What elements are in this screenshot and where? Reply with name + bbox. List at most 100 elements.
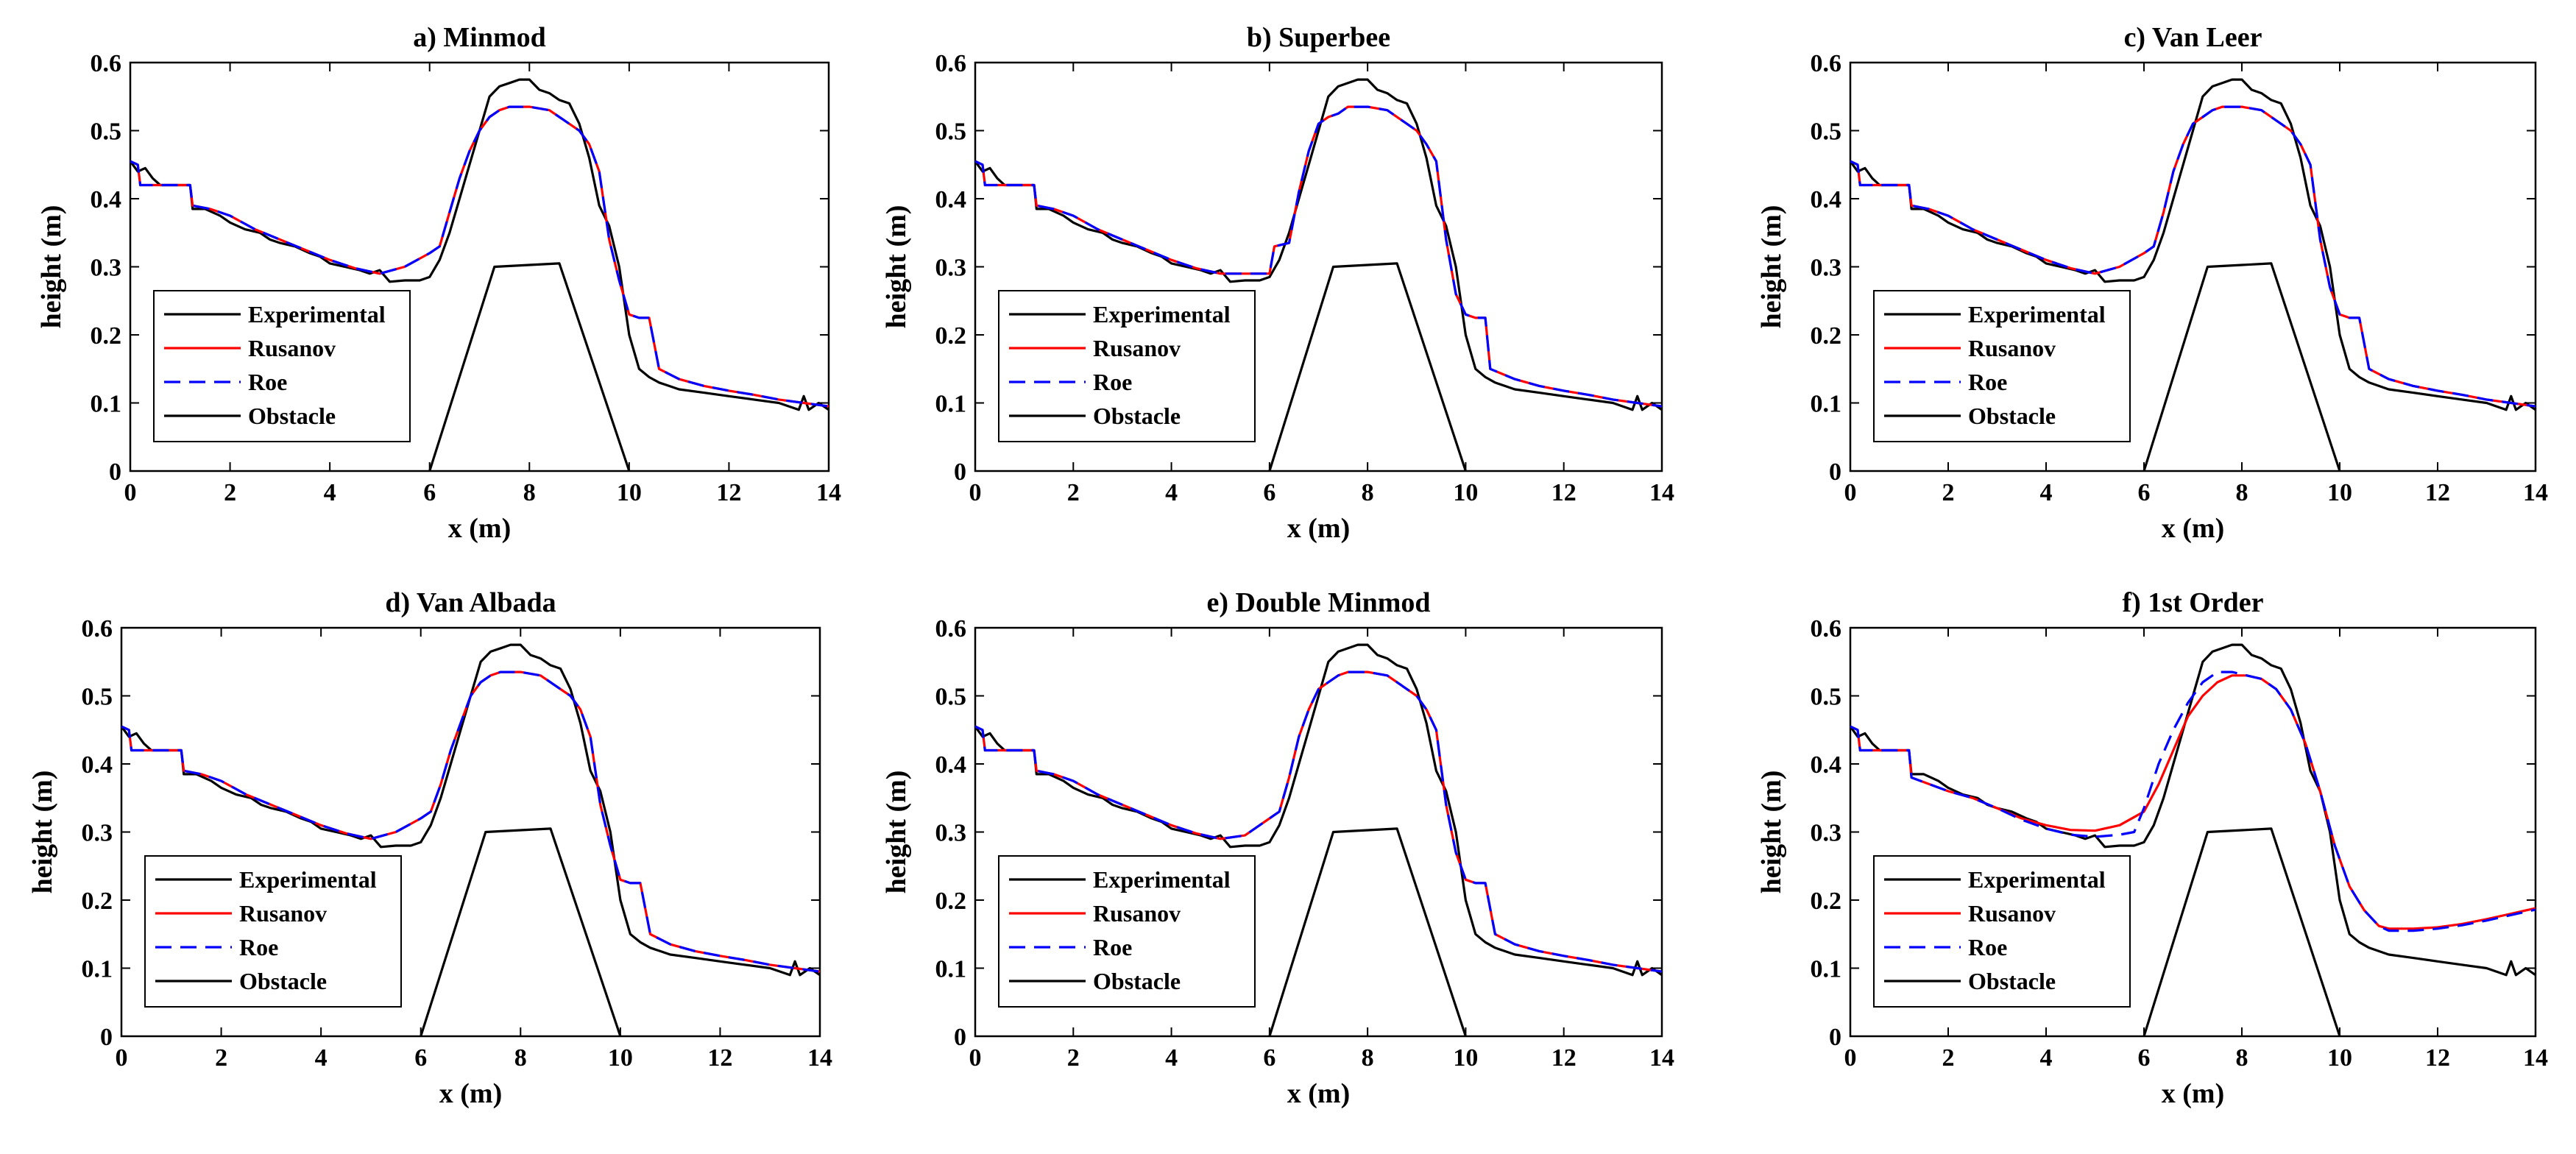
y-axis-label: height (m) [36, 205, 67, 329]
x-tick-label: 2 [224, 479, 236, 506]
series-obstacle [420, 827, 622, 1036]
series-rusanov [1850, 674, 2536, 930]
legend-label-obstacle: Obstacle [248, 403, 336, 429]
panel-4: 0 2 4 6 8 10 12 14 0 0.1 0.2 0.3 0.4 0.5 0.6 d) Van Alb… [27, 587, 832, 1109]
series-experimental [130, 78, 829, 411]
x-tick-label: 12 [707, 1044, 732, 1072]
legend-label-roe: Roe [239, 934, 278, 960]
x-tick-label: 4 [315, 1044, 328, 1072]
chart-title: b) Superbee [1247, 22, 1390, 53]
series-experimental [1850, 78, 2536, 411]
y-tick-label: 0.1 [1811, 391, 1842, 418]
chart-title: c) Van Leer [2124, 22, 2262, 53]
legend-label-rusanov: Rusanov [239, 900, 327, 927]
legend: Experimental Rusanov Roe Obstacle [1873, 290, 2131, 442]
y-tick-label: 0 [109, 459, 121, 486]
legend-label-roe: Roe [1093, 369, 1132, 395]
x-tick-label: 0 [969, 1044, 982, 1072]
series-group [121, 643, 820, 1036]
y-tick-label: 0.6 [935, 50, 967, 77]
x-tick-label: 8 [514, 1044, 527, 1072]
y-tick-label: 0.3 [82, 820, 113, 847]
x-axis-label: x (m) [1287, 513, 1350, 544]
legend-label-experimental: Experimental [1968, 301, 2106, 328]
x-tick-label: 2 [215, 1044, 227, 1072]
y-tick-label: 0.5 [1811, 684, 1842, 711]
y-tick-label: 0.5 [935, 118, 967, 146]
x-tick-label: 8 [2236, 1044, 2248, 1072]
x-tick-label: 8 [1362, 479, 1374, 506]
y-tick-label: 0.6 [1811, 50, 1842, 77]
legend-label-rusanov: Rusanov [248, 335, 336, 361]
x-tick-label: 12 [1551, 479, 1577, 506]
legend-label-obstacle: Obstacle [239, 968, 327, 994]
series-experimental [975, 78, 1662, 411]
y-tick-label: 0.3 [935, 820, 967, 847]
x-tick-label: 2 [1067, 1044, 1080, 1072]
y-tick-label: 0 [1829, 1024, 1841, 1051]
series-roe [130, 105, 829, 408]
y-tick-label: 0.4 [935, 186, 967, 213]
series-group [1850, 78, 2536, 471]
legend-label-experimental: Experimental [1093, 301, 1231, 328]
series-roe [121, 670, 820, 973]
y-tick-label: 0.6 [82, 615, 113, 643]
y-axis-label: height (m) [1756, 205, 1787, 329]
panel-1: 0 2 4 6 8 10 12 14 0 0.1 0.2 0.3 0.4 0.5 0.6 a) Minmod x… [36, 22, 841, 544]
series-rusanov [975, 105, 1662, 408]
y-tick-label: 0.2 [1811, 888, 1842, 915]
legend: Experimental Rusanov Roe Obstacle [998, 290, 1256, 442]
x-tick-label: 12 [2425, 479, 2450, 506]
y-tick-label: 0.6 [91, 50, 122, 77]
y-tick-label: 0.2 [82, 888, 113, 915]
series-experimental [121, 643, 820, 977]
y-axis-label: height (m) [1756, 771, 1787, 894]
x-axis-label: x (m) [448, 513, 511, 544]
x-tick-label: 4 [324, 479, 336, 506]
x-tick-label: 2 [1942, 1044, 1955, 1072]
x-tick-label: 4 [1165, 1044, 1178, 1072]
y-tick-label: 0.4 [91, 186, 122, 213]
y-tick-label: 0.5 [91, 118, 122, 146]
x-tick-label: 14 [816, 479, 841, 506]
x-tick-label: 8 [2236, 479, 2248, 506]
y-tick-label: 0.1 [1811, 956, 1842, 983]
panel-3: 0 2 4 6 8 10 12 14 0 0.1 0.2 0.3 0.4 0.5 0.6 c) Van Lee… [1756, 22, 2548, 544]
legend-label-roe: Roe [1968, 369, 2007, 395]
legend-label-experimental: Experimental [1093, 866, 1231, 893]
legend: Experimental Rusanov Roe Obstacle [998, 855, 1256, 1008]
x-tick-label: 14 [2523, 1044, 2548, 1072]
panel-2: 0 2 4 6 8 10 12 14 0 0.1 0.2 0.3 0.4 0.5 0.6 b) Superbe… [881, 22, 1674, 544]
y-tick-label: 0.1 [82, 956, 113, 983]
legend-label-rusanov: Rusanov [1968, 900, 2056, 927]
x-tick-label: 10 [2327, 479, 2352, 506]
y-tick-label: 0 [954, 1024, 966, 1051]
legend-label-obstacle: Obstacle [1968, 968, 2056, 994]
legend-label-experimental: Experimental [248, 301, 386, 328]
y-tick-label: 0.2 [935, 888, 967, 915]
x-tick-label: 12 [2425, 1044, 2450, 1072]
y-tick-label: 0.4 [82, 751, 113, 779]
x-axis-label: x (m) [1287, 1078, 1350, 1109]
y-tick-label: 0 [954, 459, 966, 486]
series-experimental [1850, 643, 2536, 977]
x-axis-label: x (m) [439, 1078, 502, 1109]
x-tick-label: 10 [1453, 1044, 1478, 1072]
x-tick-label: 10 [617, 479, 642, 506]
series-roe [1850, 670, 2536, 932]
x-tick-label: 0 [124, 479, 137, 506]
x-tick-label: 0 [1844, 1044, 1857, 1072]
x-tick-label: 6 [1263, 479, 1275, 506]
x-tick-label: 0 [1844, 479, 1857, 506]
y-tick-label: 0.6 [935, 615, 967, 643]
x-tick-label: 6 [1263, 1044, 1275, 1072]
chart-title: f) 1st Order [2122, 587, 2263, 618]
series-obstacle [1268, 262, 1467, 471]
x-tick-label: 10 [608, 1044, 633, 1072]
y-tick-label: 0.4 [1811, 186, 1842, 213]
y-tick-label: 0.3 [935, 255, 967, 282]
panel-5: 0 2 4 6 8 10 12 14 0 0.1 0.2 0.3 0.4 0.5 0.6 e) Double … [881, 587, 1674, 1109]
x-tick-label: 2 [1067, 479, 1080, 506]
y-tick-label: 0.2 [935, 322, 967, 350]
